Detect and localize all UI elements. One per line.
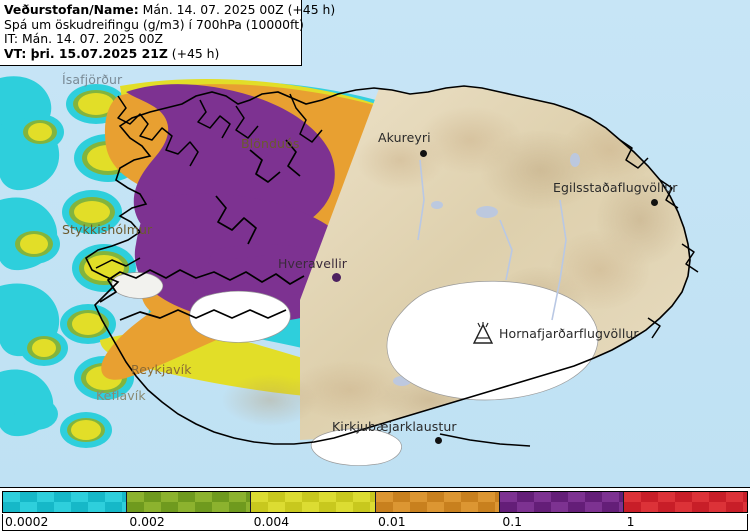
- info-line-it: IT: Mán. 14. 07. 2025 00Z: [4, 31, 164, 47]
- info-name-label: Veðurstofan/Name:: [4, 2, 139, 17]
- coast-detail-west: [99, 139, 305, 321]
- hofsjokull-langjokull: [189, 290, 291, 343]
- colorbar-band-0.01: [375, 492, 500, 512]
- info-line-name: Veðurstofan/Name: Mán. 14. 07. 2025 00Z …: [4, 2, 335, 18]
- place-dot-hveravellir: [332, 273, 341, 282]
- colorbar-tick-0.004: 0.004: [253, 514, 290, 529]
- lakes: [393, 153, 580, 386]
- colorbar-tick-0.002: 0.002: [129, 514, 165, 529]
- info-vt-label: VT: þri. 15.07.2025 21Z: [4, 45, 168, 61]
- colorbar-band-0.0002: [3, 492, 128, 512]
- colorbar-band-0.004: [251, 492, 376, 512]
- iceland-coastline: [84, 85, 691, 445]
- info-line-parameter: Spá um öskudreifingu (g/m3) í 700hPa (10…: [4, 16, 304, 32]
- place-dot-akureyri: [420, 150, 427, 157]
- place-dot-egilsstadaflugvollur: [651, 199, 658, 206]
- rivers: [417, 159, 567, 321]
- fjord-detail: [95, 93, 699, 447]
- colorbar-tick-0.0002: 0.0002: [5, 514, 49, 529]
- colorbar-legend: 0.0002 0.002 0.004 0.01 0.1 1: [0, 487, 750, 532]
- vatnajokull: [386, 280, 599, 401]
- info-vt-suffix: (+45 h): [171, 45, 220, 61]
- colorbar-band-1: [623, 492, 748, 512]
- colorbar-band-0.002: [127, 492, 252, 512]
- colorbar-bands: [2, 491, 748, 513]
- colorbar-band-0.1: [499, 492, 624, 512]
- volcano-icon: [472, 322, 494, 344]
- colorbar-tick-labels: 0.0002 0.002 0.004 0.01 0.1 1: [2, 514, 748, 531]
- myrdalsjokull: [310, 428, 402, 466]
- forecast-map[interactable]: Ísafjörður Akureyri Blönduós Egilsstaðaf…: [0, 0, 750, 487]
- place-dot-kirkjubaejarklaustur: [435, 437, 442, 444]
- snaefellsjokull: [111, 272, 164, 299]
- forecast-info-box: Veðurstofan/Name: Mán. 14. 07. 2025 00Z …: [0, 0, 335, 67]
- colorbar-tick-0.1: 0.1: [502, 514, 523, 529]
- map-canvas: [0, 0, 750, 487]
- info-line-vt: VT: þri. 15.07.2025 21Z (+45 h): [4, 45, 296, 62]
- colorbar-tick-1: 1: [626, 514, 635, 529]
- colorbar-tick-0.01: 0.01: [378, 514, 406, 529]
- info-name-value: Mán. 14. 07. 2025 00Z (+45 h): [142, 2, 336, 17]
